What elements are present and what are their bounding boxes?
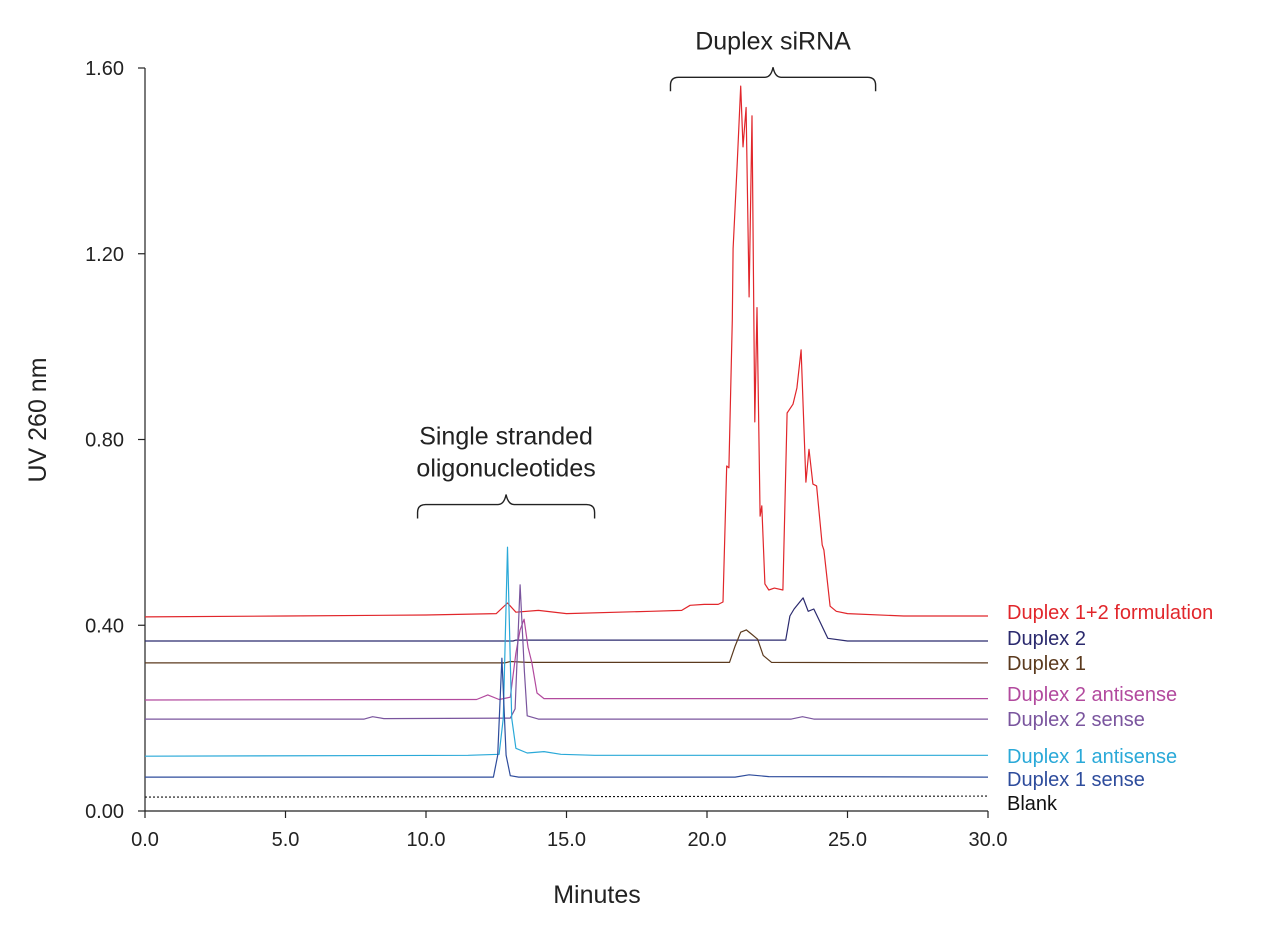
annotation-text: Single stranded <box>419 423 593 451</box>
series-line-duplex-1-sense <box>145 657 989 778</box>
annotation-text: oligonucleotides <box>416 455 595 483</box>
series-line-blank <box>144 795 989 798</box>
series-label: Blank <box>1007 793 1058 815</box>
x-tick-label: 25.0 <box>828 829 867 851</box>
x-tick-label: 0.0 <box>131 829 159 851</box>
series-line-duplex-1 <box>145 629 989 664</box>
series-labels: Duplex 1+2 formulation Duplex 2 Duplex 1 Du… <box>1007 602 1213 815</box>
annotation-bracket <box>669 67 877 92</box>
x-tick-label: 5.0 <box>272 829 300 851</box>
y-tick-label: 1.60 <box>85 58 124 80</box>
y-tick-label: 0.00 <box>85 801 124 823</box>
series-label: Duplex 2 antisense <box>1007 684 1177 706</box>
series-label: Duplex 1 antisense <box>1007 746 1177 768</box>
x-tick-label: 30.0 <box>969 829 1008 851</box>
annotation-bracket <box>416 494 596 519</box>
x-tick-label: 20.0 <box>688 829 727 851</box>
y-tick-label: 0.40 <box>85 615 124 637</box>
series-label: Duplex 1+2 formulation <box>1007 602 1213 624</box>
x-tick-label: 15.0 <box>547 829 586 851</box>
y-axis-label: UV 260 nm <box>24 357 52 482</box>
x-axis-label: Minutes <box>553 881 641 909</box>
series-line-duplex-2 <box>145 597 988 642</box>
series-line-duplex-2-sense <box>145 584 988 720</box>
series-line-duplex-1-antisense <box>144 546 988 757</box>
series-label: Duplex 2 sense <box>1007 709 1145 731</box>
x-ticks: 0.0 5.0 10.0 15.0 20.0 25.0 30.0 <box>131 811 1007 851</box>
series-line-duplex-1-2-formulation <box>144 85 988 618</box>
annotation-text: Duplex siRNA <box>695 27 851 55</box>
annotations: Duplex siRNA Single stranded oligonucleoti… <box>416 27 877 519</box>
y-tick-label: 0.80 <box>85 430 124 452</box>
y-tick-label: 1.20 <box>85 244 124 266</box>
series-label: Duplex 1 sense <box>1007 769 1145 791</box>
series-label: Duplex 1 <box>1007 653 1086 675</box>
x-tick-label: 10.0 <box>407 829 446 851</box>
series-label: Duplex 2 <box>1007 628 1086 650</box>
y-ticks: 0.00 0.40 0.80 1.20 1.60 <box>85 58 145 823</box>
series-line-duplex-2-antisense <box>144 618 988 701</box>
series-group <box>144 85 989 798</box>
